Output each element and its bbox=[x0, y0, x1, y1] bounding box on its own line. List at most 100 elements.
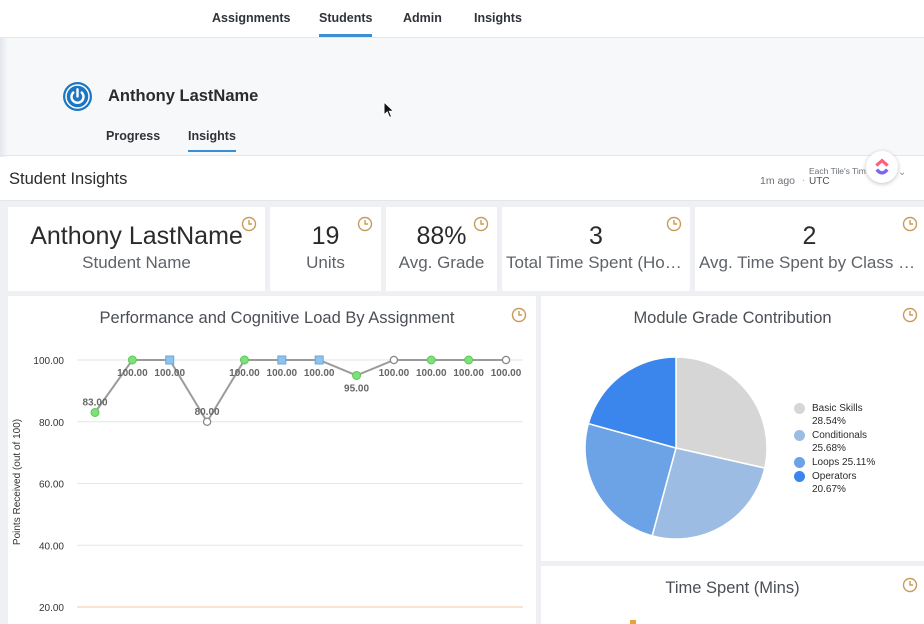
data-point bbox=[277, 355, 287, 365]
timezone-label: Each Tile's Tim bbox=[809, 166, 866, 176]
data-point bbox=[352, 370, 362, 380]
data-label: 100.00 bbox=[453, 368, 484, 379]
separator: · bbox=[802, 175, 806, 186]
student-name-heading: Anthony LastName bbox=[108, 87, 259, 105]
time-spent-tile: Time Spent (Mins) bbox=[541, 566, 924, 624]
kpi-label: Avg. Time Spent by Class (Hours) bbox=[699, 253, 924, 272]
timezone-value[interactable]: UTC bbox=[809, 176, 830, 187]
legend-value: 25.68% bbox=[812, 443, 846, 454]
data-point bbox=[127, 355, 137, 365]
data-label: 100.00 bbox=[117, 368, 148, 379]
tab-students[interactable]: Students bbox=[319, 11, 373, 37]
y-tick-label: 20.00 bbox=[39, 603, 64, 614]
data-label: 95.00 bbox=[344, 383, 369, 394]
data-label: 100.00 bbox=[416, 368, 447, 379]
chart-title: Performance and Cognitive Load By Assign… bbox=[99, 309, 455, 327]
legend-name: Conditionals bbox=[812, 430, 868, 441]
tab-insights[interactable]: Insights bbox=[474, 11, 522, 25]
legend-value: 25.11% bbox=[842, 457, 876, 468]
data-point bbox=[239, 355, 249, 365]
top-nav: Assignments Students Admin Insights bbox=[0, 0, 924, 38]
legend-item-operators[interactable]: Operators 20.67% bbox=[794, 470, 875, 496]
power-logo-icon bbox=[63, 82, 92, 111]
legend-item-basic-skills[interactable]: Basic Skills 28.54% bbox=[794, 402, 875, 428]
pie-legend: Basic Skills 28.54% Conditionals 25.68% … bbox=[794, 402, 875, 497]
subtab-insights[interactable]: Insights bbox=[188, 129, 236, 152]
clock-icon[interactable] bbox=[902, 577, 918, 593]
series-line bbox=[94, 359, 506, 424]
clock-icon[interactable] bbox=[511, 307, 527, 323]
kpi-tile-student-name: Anthony LastName Student Name bbox=[8, 207, 265, 291]
kpi-tile-avg-grade: 88% Avg. Grade bbox=[386, 207, 497, 291]
kpi-label: Student Name bbox=[82, 253, 191, 272]
data-point bbox=[464, 355, 474, 365]
y-tick-label: 80.00 bbox=[39, 418, 64, 429]
data-label: 100.00 bbox=[379, 368, 410, 379]
kpi-label: Units bbox=[306, 253, 345, 272]
legend-item-conditionals[interactable]: Conditionals 25.68% bbox=[794, 429, 875, 455]
subtab-progress[interactable]: Progress bbox=[106, 129, 161, 143]
y-tick-label: 60.00 bbox=[39, 480, 64, 491]
legend-swatch bbox=[794, 471, 805, 482]
pie-slice bbox=[675, 356, 768, 469]
chart-title: Time Spent (Mins) bbox=[665, 579, 800, 597]
clickup-logo-icon[interactable] bbox=[866, 151, 898, 183]
data-point bbox=[202, 417, 212, 427]
kpi-label: Total Time Spent (Hours) bbox=[506, 253, 690, 272]
performance-chart-tile: Performance and Cognitive Load By Assign… bbox=[8, 296, 536, 624]
performance-line-chart: 100.00 80.00 60.00 40.00 20.00 Points Receive… bbox=[12, 355, 523, 614]
pie-slice bbox=[587, 356, 677, 449]
last-updated: 1m ago bbox=[760, 175, 796, 187]
student-header: Anthony LastName Progress Insights bbox=[0, 38, 924, 156]
clock-icon[interactable] bbox=[241, 216, 257, 232]
data-label: 100.00 bbox=[491, 368, 522, 379]
legend-item-loops[interactable]: Loops 25.11% bbox=[794, 456, 875, 469]
kpi-value: Anthony LastName bbox=[30, 222, 243, 250]
tab-admin[interactable]: Admin bbox=[403, 11, 442, 25]
clock-icon[interactable] bbox=[473, 216, 489, 232]
clock-icon[interactable] bbox=[902, 216, 918, 232]
kpi-value: 19 bbox=[311, 222, 340, 250]
data-point bbox=[426, 355, 436, 365]
data-label: 100.00 bbox=[154, 368, 185, 379]
legend-value: 20.67% bbox=[812, 484, 846, 495]
legend-swatch bbox=[794, 457, 805, 468]
kpi-value: 88% bbox=[416, 222, 467, 250]
bar-peek bbox=[630, 620, 636, 624]
data-point bbox=[501, 355, 511, 365]
pie-slice bbox=[651, 447, 766, 540]
y-tick-label: 40.00 bbox=[39, 541, 64, 552]
insights-toolbar: Student Insights 1m ago · Each Tile's Ti… bbox=[0, 151, 924, 201]
legend-swatch bbox=[794, 430, 805, 441]
clock-icon[interactable] bbox=[666, 216, 682, 232]
insights-title: Student Insights bbox=[9, 170, 128, 188]
data-label: 100.00 bbox=[267, 368, 298, 379]
mouse-cursor-icon bbox=[383, 101, 395, 119]
kpi-value: 2 bbox=[802, 222, 817, 250]
data-point bbox=[389, 355, 399, 365]
data-label: 83.00 bbox=[82, 397, 107, 408]
kpi-label: Avg. Grade bbox=[398, 253, 485, 272]
legend-name: Loops bbox=[812, 457, 840, 468]
clock-icon[interactable] bbox=[902, 307, 918, 323]
kpi-tile-total-time: 3 Total Time Spent (Hours) bbox=[502, 207, 690, 291]
data-point bbox=[165, 355, 175, 365]
kpi-tile-avg-time: 2 Avg. Time Spent by Class (Hours) bbox=[695, 207, 924, 291]
y-axis-label: Points Received (out of 100) bbox=[12, 419, 23, 545]
legend-swatch bbox=[794, 403, 805, 414]
y-tick-label: 100.00 bbox=[33, 356, 64, 367]
kpi-value: 3 bbox=[589, 222, 603, 250]
chart-title: Module Grade Contribution bbox=[633, 309, 832, 327]
data-label: 100.00 bbox=[229, 368, 260, 379]
clock-icon[interactable] bbox=[357, 216, 373, 232]
data-point bbox=[90, 407, 100, 417]
legend-name: Basic Skills bbox=[812, 403, 863, 414]
module-grade-pie bbox=[584, 356, 768, 540]
data-label: 80.00 bbox=[195, 407, 220, 418]
kpi-tile-units: 19 Units bbox=[270, 207, 381, 291]
data-label: 100.00 bbox=[304, 368, 335, 379]
tab-assignments[interactable]: Assignments bbox=[212, 11, 291, 25]
data-point bbox=[314, 355, 324, 365]
chevron-down-icon[interactable]: ⌄ bbox=[898, 167, 907, 178]
legend-name: Operators bbox=[812, 471, 857, 482]
